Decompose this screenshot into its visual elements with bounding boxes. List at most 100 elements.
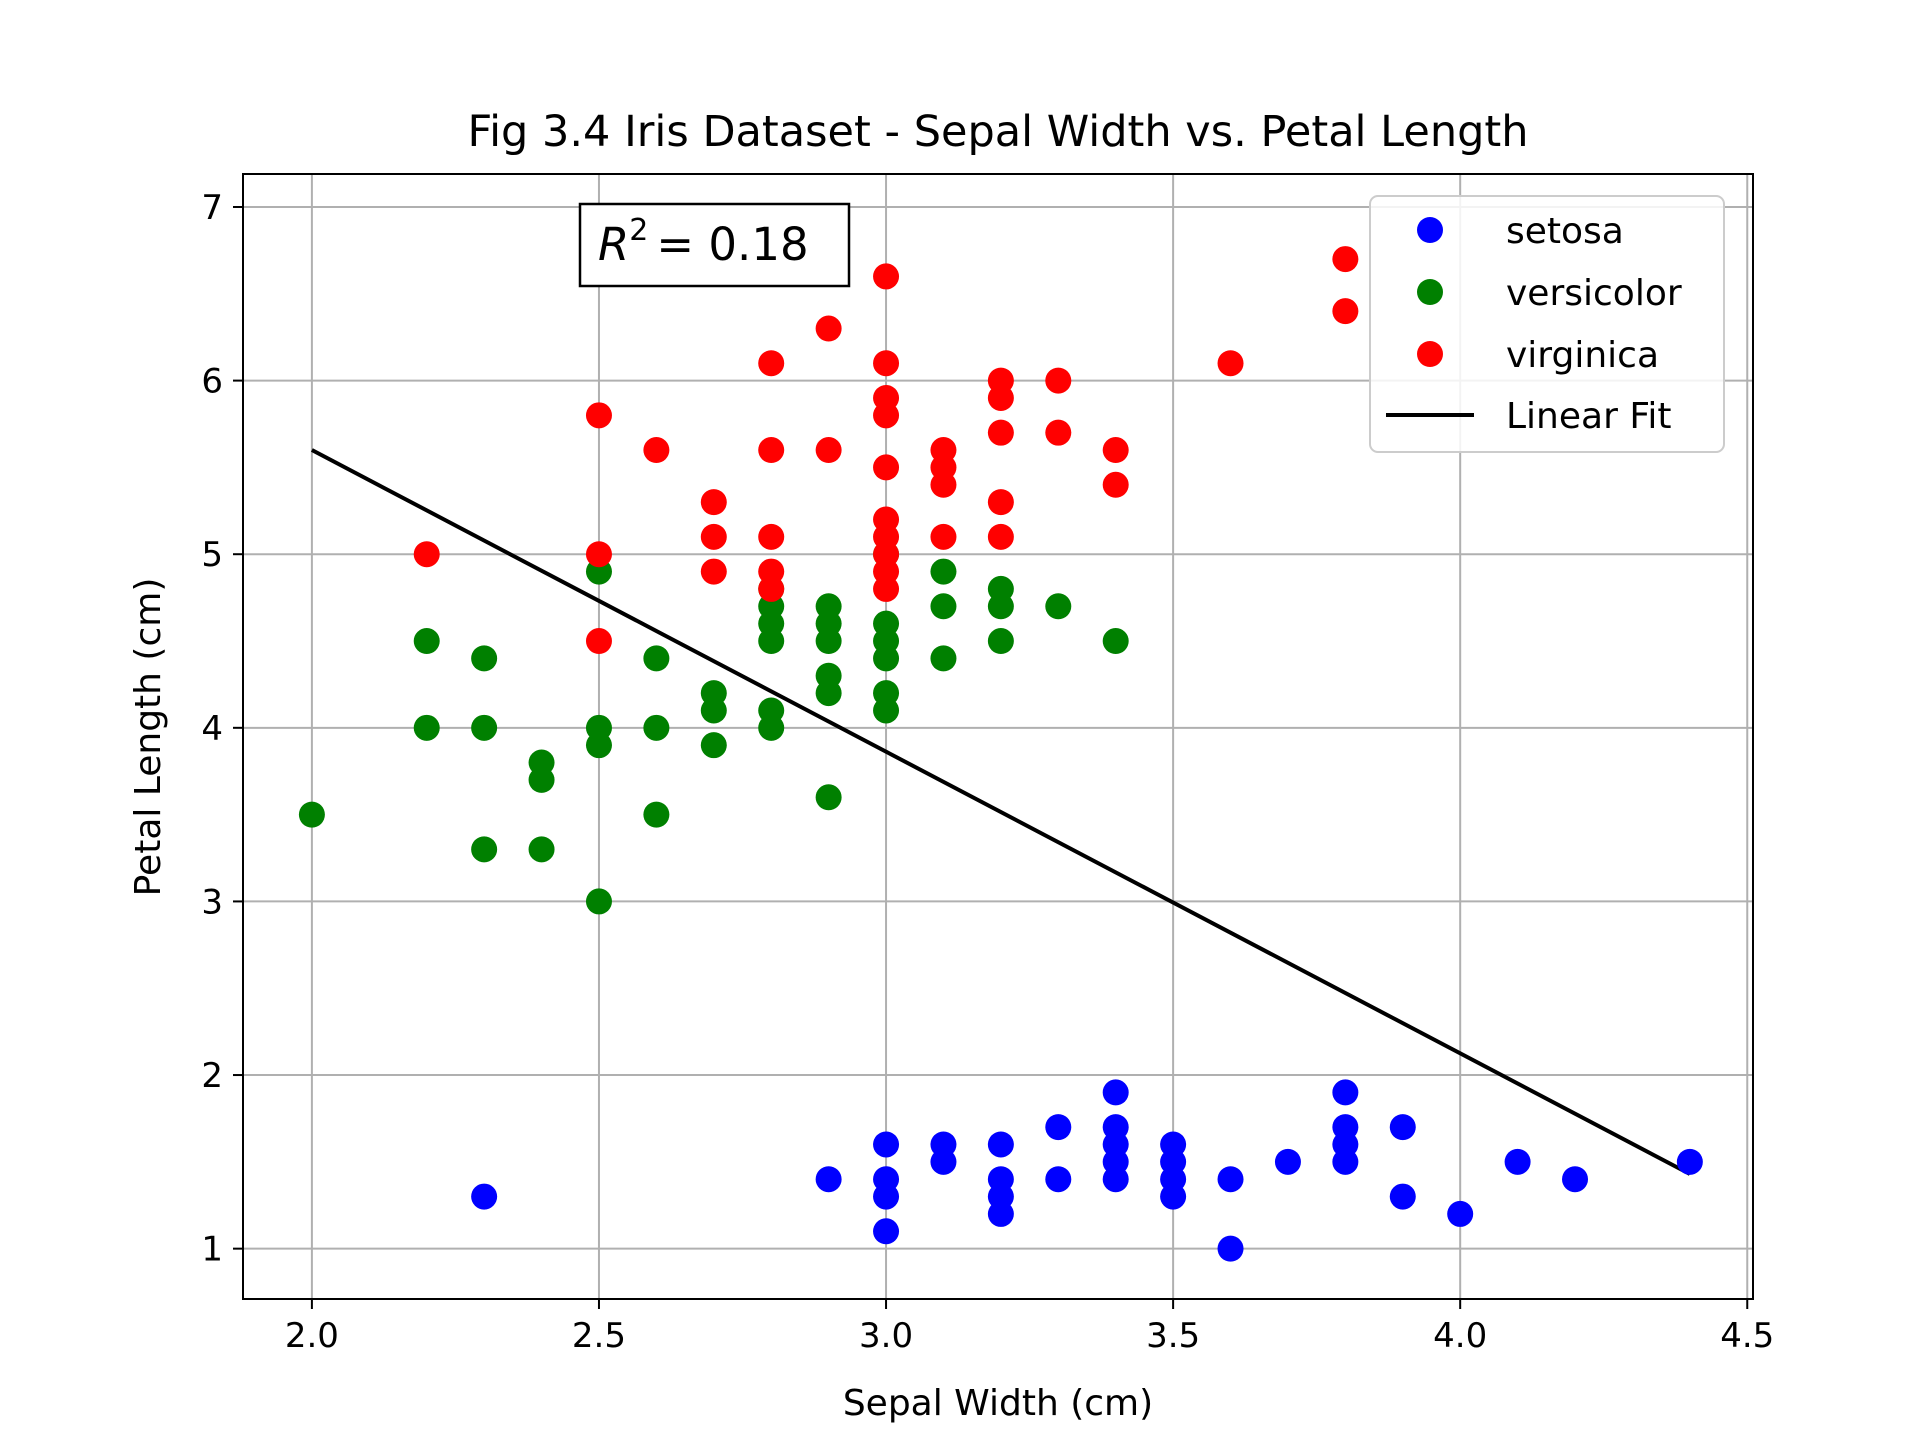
versicolor-point	[643, 801, 670, 828]
legend-marker-virginica	[1417, 341, 1443, 367]
versicolor-point	[585, 714, 612, 741]
virginica-point	[873, 506, 900, 533]
virginica-point	[758, 558, 785, 585]
versicolor-point	[413, 628, 440, 655]
legend: setosa versicolor virginica Linear Fit	[1369, 195, 1725, 453]
versicolor-point	[528, 836, 555, 863]
setosa-point	[987, 1166, 1014, 1193]
versicolor-point	[1045, 593, 1072, 620]
axes-frame	[242, 173, 1754, 1300]
versicolor-point	[643, 645, 670, 672]
versicolor-point	[643, 714, 670, 741]
virginica-point	[758, 523, 785, 550]
versicolor-point	[873, 610, 900, 637]
setosa-point	[1676, 1148, 1703, 1175]
x-tick-label: 4.5	[1720, 1316, 1774, 1356]
y-tick-label: 4	[201, 709, 223, 749]
setosa-point	[1274, 1148, 1301, 1175]
virginica-point	[413, 541, 440, 568]
setosa-point	[815, 1166, 842, 1193]
r-squared-annotation: R2 = 0.18	[578, 202, 851, 288]
versicolor-point	[987, 575, 1014, 602]
annotation-rhs: = 0.18	[656, 218, 808, 271]
virginica-point	[1332, 298, 1359, 325]
virginica-point	[987, 367, 1014, 394]
virginica-point	[643, 437, 670, 464]
virginica-point	[815, 437, 842, 464]
virginica-point	[1332, 246, 1359, 273]
versicolor-point	[1102, 628, 1129, 655]
setosa-point	[1332, 1079, 1359, 1106]
virginica-point	[1045, 367, 1072, 394]
versicolor-point	[413, 714, 440, 741]
setosa-point	[1102, 1079, 1129, 1106]
versicolor-point	[528, 749, 555, 776]
setosa-point	[1102, 1114, 1129, 1141]
setosa-point	[987, 1131, 1014, 1158]
y-tick-label: 7	[201, 188, 223, 228]
virginica-point	[873, 350, 900, 377]
versicolor-point	[873, 680, 900, 707]
setosa-point	[873, 1131, 900, 1158]
versicolor-point	[758, 697, 785, 724]
linear-fit-line	[310, 448, 1691, 1176]
legend-label-setosa: setosa	[1506, 211, 1624, 252]
versicolor-point	[700, 680, 727, 707]
legend-marker-setosa	[1417, 217, 1443, 243]
setosa-point	[1389, 1183, 1416, 1210]
legend-label-linear-fit: Linear Fit	[1506, 396, 1672, 437]
y-tick-label: 3	[201, 882, 223, 922]
virginica-point	[873, 384, 900, 411]
virginica-point	[987, 419, 1014, 446]
annotation-text: R2 = 0.18	[598, 213, 809, 271]
y-axis-ticks: 1 2 3 4 5 6 7	[201, 188, 243, 1270]
setosa-point	[1160, 1131, 1187, 1158]
versicolor-point	[987, 628, 1014, 655]
virginica-point	[987, 489, 1014, 516]
setosa-point	[987, 1200, 1014, 1227]
versicolor-point	[471, 645, 498, 672]
y-tick-label: 6	[201, 362, 223, 402]
x-tick-label: 3.0	[859, 1316, 913, 1356]
virginica-point	[930, 523, 957, 550]
annotation-box	[578, 202, 851, 288]
legend-box	[1369, 195, 1725, 453]
versicolor-point	[815, 784, 842, 811]
versicolor-point	[471, 714, 498, 741]
versicolor-point	[815, 662, 842, 689]
virginica-point	[873, 454, 900, 481]
chart-title: Fig 3.4 Iris Dataset - Sepal Width vs. P…	[468, 107, 1529, 157]
y-tick-label: 5	[201, 535, 223, 575]
virginica-point	[1102, 471, 1129, 498]
versicolor-point	[930, 558, 957, 585]
versicolor-point	[585, 888, 612, 915]
annotation-exponent: 2	[629, 213, 648, 248]
legend-marker-versicolor	[1417, 279, 1443, 305]
setosa-point	[1045, 1166, 1072, 1193]
y-tick-label: 2	[201, 1056, 223, 1096]
data-points	[298, 246, 1703, 1262]
x-axis-label: Sepal Width (cm)	[843, 1383, 1153, 1424]
virginica-point	[987, 523, 1014, 550]
y-tick-label: 1	[201, 1230, 223, 1270]
setosa-point	[471, 1183, 498, 1210]
virginica-point	[700, 523, 727, 550]
x-axis-ticks: 2.0 2.5 3.0 3.5 4.0 4.5	[285, 1299, 1774, 1356]
x-tick-label: 4.0	[1433, 1316, 1487, 1356]
x-tick-label: 3.5	[1146, 1316, 1200, 1356]
versicolor-point	[930, 593, 957, 620]
setosa-point	[1045, 1114, 1072, 1141]
setosa-point	[873, 1183, 900, 1210]
legend-label-versicolor: versicolor	[1506, 273, 1682, 314]
virginica-point	[585, 628, 612, 655]
versicolor-point	[930, 645, 957, 672]
setosa-point	[1447, 1200, 1474, 1227]
x-tick-label: 2.0	[285, 1316, 339, 1356]
annotation-lhs: R	[598, 218, 629, 271]
virginica-point	[758, 437, 785, 464]
setosa-point	[1217, 1166, 1244, 1193]
virginica-point	[758, 350, 785, 377]
setosa-point	[1332, 1114, 1359, 1141]
y-axis-label: Petal Length (cm)	[128, 578, 169, 897]
